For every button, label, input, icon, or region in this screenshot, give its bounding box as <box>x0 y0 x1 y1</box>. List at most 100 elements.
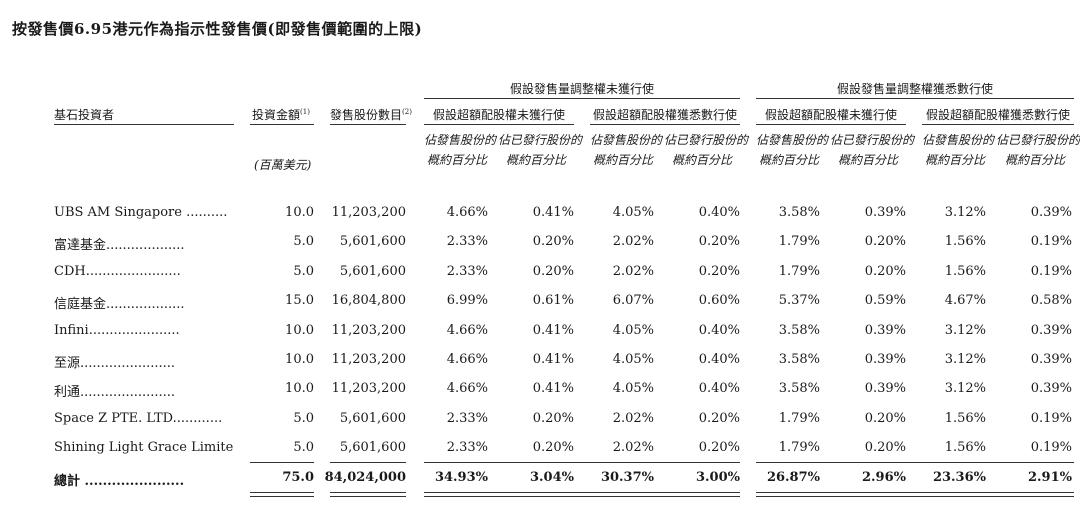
cell-amount: 15.0 <box>285 293 314 308</box>
total-row: 總計 ...................... 75.0 84,024,000 3… <box>0 470 1080 496</box>
group-rule-b <box>756 98 1074 99</box>
group-rule-a <box>424 98 740 99</box>
cell-c3: 4.05% <box>612 205 654 220</box>
cell-c4: 0.40% <box>698 352 740 367</box>
cell-c4: 0.20% <box>698 411 740 426</box>
table-row: UBS AM Singapore .......... 10.0 11,203,20… <box>0 205 1080 231</box>
pct-header-8-line1: 佔已發行股份的 <box>996 133 1080 147</box>
page-title: 按發售價6.95港元作為指示性發售價(即發售價範圍的上限) <box>12 20 423 38</box>
investor-name: CDH....................... <box>54 264 181 279</box>
pct-header-6-line2: 概約百分比 <box>837 153 898 167</box>
investor-name: 總計 ...................... <box>54 474 185 489</box>
pct-header-2-line2: 概約百分比 <box>505 153 566 167</box>
pct-header-1-line2: 概約百分比 <box>426 153 487 167</box>
cell-c1: 4.66% <box>446 352 488 367</box>
header-shares-note: (2) <box>402 108 412 116</box>
table-row: 富達基金................... 5.0 5,601,600 2.33%… <box>0 234 1080 260</box>
cell-c4: 3.00% <box>695 470 740 485</box>
pct-header-5-line1: 佔發售股份的 <box>756 133 829 147</box>
cell-c5: 26.87% <box>766 470 820 485</box>
cell-c8: 2.91% <box>1027 470 1072 485</box>
cell-shares: 5,601,600 <box>339 264 406 279</box>
cell-c6: 0.20% <box>864 411 906 426</box>
subgroup-a2: 假設超額配股權獲悉數行使 <box>592 108 737 122</box>
cell-c8: 0.19% <box>1030 411 1072 426</box>
cell-amount: 10.0 <box>285 381 314 396</box>
subgroup-rule-a2 <box>590 124 740 125</box>
investor-name: UBS AM Singapore .......... <box>54 205 228 220</box>
cell-c3: 2.02% <box>612 411 654 426</box>
cell-c1: 2.33% <box>446 440 488 455</box>
pct-header-7-line1: 佔發售股份的 <box>922 133 995 147</box>
cell-c7: 1.56% <box>944 440 986 455</box>
header-amount-note: (1) <box>300 108 310 116</box>
header-shares-label: 發售股份數目 <box>330 108 403 122</box>
cell-shares: 84,024,000 <box>324 470 406 485</box>
cell-c4: 0.40% <box>698 205 740 220</box>
pct-header-4: 佔已發行股份的 概約百分比 <box>664 130 748 170</box>
cell-c5: 3.58% <box>778 205 820 220</box>
cell-shares: 11,203,200 <box>331 205 406 220</box>
cell-c1: 4.66% <box>446 323 488 338</box>
cell-shares: 5,601,600 <box>339 234 406 249</box>
cell-amount: 5.0 <box>293 411 314 426</box>
cell-shares: 11,203,200 <box>331 323 406 338</box>
cell-c4: 0.60% <box>698 293 740 308</box>
header-amount-unit: (百萬美元) <box>254 158 312 172</box>
pct-header-8-line2: 概約百分比 <box>1004 153 1065 167</box>
investor-name: 富達基金................... <box>54 238 185 253</box>
cell-c7: 3.12% <box>944 381 986 396</box>
cell-amount: 10.0 <box>285 352 314 367</box>
cell-shares: 11,203,200 <box>331 352 406 367</box>
subgroup-b2: 假設超額配股權獲悉數行使 <box>925 108 1070 122</box>
cell-c7: 3.12% <box>944 352 986 367</box>
cell-c2: 0.20% <box>532 234 574 249</box>
cell-c8: 0.39% <box>1030 381 1072 396</box>
table-row: Space Z PTE. LTD............ 5.0 5,601,600… <box>0 411 1080 437</box>
cell-c3: 30.37% <box>600 470 654 485</box>
cell-c5: 1.79% <box>778 440 820 455</box>
cell-c7: 3.12% <box>944 323 986 338</box>
cell-c3: 4.05% <box>612 352 654 367</box>
total-top-rule-b <box>756 462 1074 463</box>
total-top-rule-amount <box>250 462 314 463</box>
cell-c6: 0.59% <box>864 293 906 308</box>
cell-c8: 0.19% <box>1030 234 1072 249</box>
cell-c1: 2.33% <box>446 411 488 426</box>
cell-c2: 0.41% <box>532 205 574 220</box>
pct-header-1: 佔發售股份的 概約百分比 <box>424 130 496 170</box>
pct-header-8: 佔已發行股份的概約百分比 <box>996 130 1080 170</box>
cell-shares: 5,601,600 <box>339 411 406 426</box>
cell-c3: 6.07% <box>612 293 654 308</box>
cell-c6: 0.39% <box>864 205 906 220</box>
total-double-rule-a <box>424 492 740 497</box>
header-shares: 發售股份數目(2) <box>330 106 412 123</box>
cell-c4: 0.20% <box>698 440 740 455</box>
cell-c6: 0.20% <box>864 264 906 279</box>
cell-c3: 4.05% <box>612 323 654 338</box>
pct-header-5: 佔發售股份的 概約百分比 <box>756 130 829 170</box>
investor-name: 至源....................... <box>54 356 176 371</box>
cell-c5: 1.79% <box>778 264 820 279</box>
cell-c1: 4.66% <box>446 381 488 396</box>
group-header-exercised: 假設發售量調整權獲悉數行使 <box>836 82 993 96</box>
cell-c8: 0.39% <box>1030 205 1072 220</box>
cell-amount: 5.0 <box>293 234 314 249</box>
subgroup-b1: 假設超額配股權未獲行使 <box>764 108 897 122</box>
total-double-rule-amount <box>250 492 314 497</box>
table-row: Infini...................... 10.0 11,203,2… <box>0 323 1080 349</box>
investor-name: 利通....................... <box>54 385 176 400</box>
cell-c1: 34.93% <box>434 470 488 485</box>
cell-c2: 0.41% <box>532 381 574 396</box>
cell-amount: 75.0 <box>282 470 314 485</box>
header-amount: 投資金額(1) <box>252 106 310 123</box>
group-header-unexercised: 假設發售量調整權未獲行使 <box>509 82 654 96</box>
cell-c8: 0.19% <box>1030 264 1072 279</box>
cell-c8: 0.19% <box>1030 440 1072 455</box>
table-row: 利通....................... 10.0 11,203,200 4… <box>0 381 1080 407</box>
cell-c4: 0.20% <box>698 234 740 249</box>
pct-header-6-line1: 佔已發行股份的 <box>830 133 915 147</box>
cell-shares: 11,203,200 <box>331 381 406 396</box>
investor-name: Space Z PTE. LTD............ <box>54 411 223 426</box>
cell-c8: 0.58% <box>1030 293 1072 308</box>
